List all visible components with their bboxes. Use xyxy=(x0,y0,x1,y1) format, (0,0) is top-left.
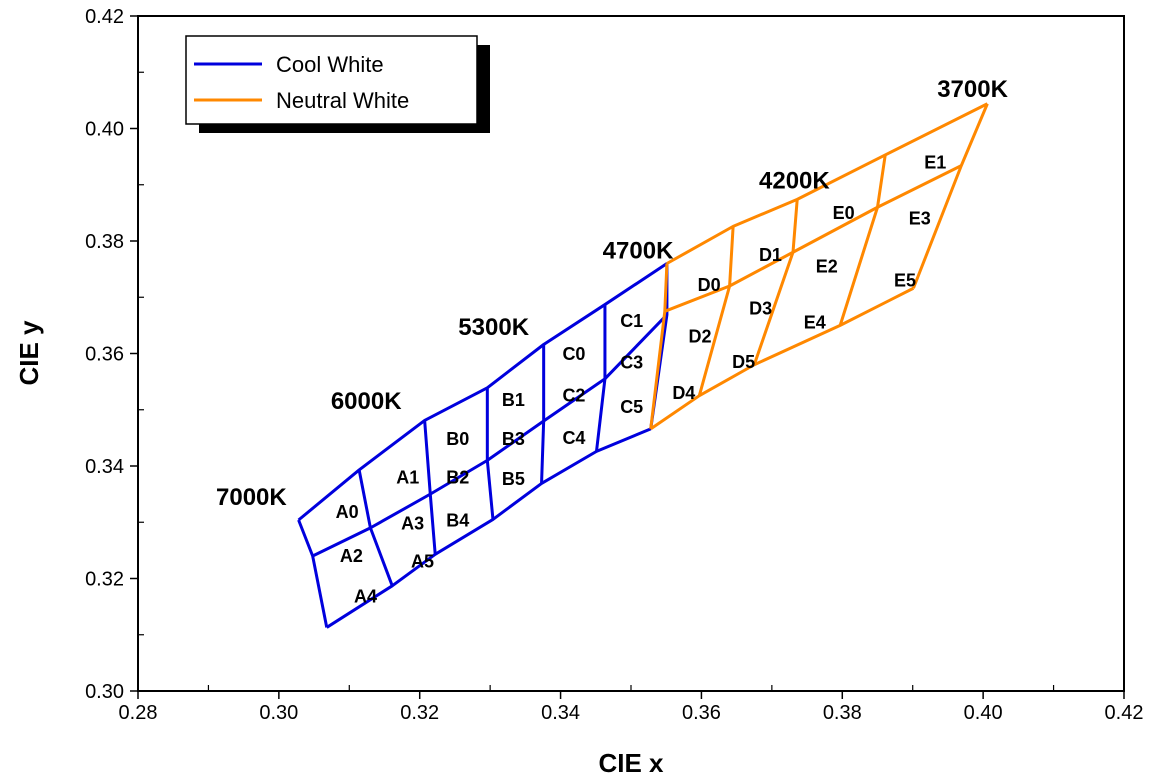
y-tick-label: 0.30 xyxy=(85,681,124,703)
bin-label-b2: B2 xyxy=(446,467,469,487)
y-tick-label: 0.32 xyxy=(85,569,124,591)
cct-label-4700k: 4700K xyxy=(603,238,674,265)
legend-label-neutral-white: Neutral White xyxy=(276,88,409,113)
bin-label-d1: D1 xyxy=(759,245,782,265)
x-tick-label: 0.34 xyxy=(541,702,580,724)
legend-box xyxy=(185,35,478,125)
x-tick-label: 0.40 xyxy=(964,702,1003,724)
y-tick-label: 0.42 xyxy=(85,6,124,28)
y-tick-label: 0.38 xyxy=(85,231,124,253)
bin-label-d2: D2 xyxy=(689,327,712,347)
cool-white-column-line xyxy=(423,420,437,555)
bin-label-e3: E3 xyxy=(909,209,931,229)
legend: Cool White Neutral White xyxy=(185,35,490,133)
bin-label-b5: B5 xyxy=(502,469,525,489)
cool-white-column-line xyxy=(485,387,495,520)
cool-white-column-line xyxy=(357,469,394,587)
neutral-white-column-line xyxy=(838,154,887,326)
bin-label-d3: D3 xyxy=(749,299,772,319)
x-tick-label: 0.28 xyxy=(119,702,158,724)
bin-label-c5: C5 xyxy=(620,397,643,417)
cct-label-7000k: 7000K xyxy=(216,484,287,511)
bin-label-b3: B3 xyxy=(502,429,525,449)
legend-label-cool-white: Cool White xyxy=(276,52,384,77)
cct-label-6000k: 6000K xyxy=(331,388,402,415)
bin-label-b1: B1 xyxy=(502,390,525,410)
bin-label-d4: D4 xyxy=(672,383,695,403)
x-axis-title: CIE x xyxy=(598,748,664,778)
bin-label-d0: D0 xyxy=(698,275,721,295)
x-tick-label: 0.32 xyxy=(400,702,439,724)
neutral-white-column-line xyxy=(912,103,989,289)
y-tick-label: 0.34 xyxy=(85,456,124,478)
y-axis-title: CIE y xyxy=(14,320,44,386)
y-tick-label: 0.36 xyxy=(85,344,124,366)
bin-label-a2: A2 xyxy=(340,546,363,566)
x-tick-label: 0.42 xyxy=(1105,702,1144,724)
bin-label-c1: C1 xyxy=(620,311,643,331)
bin-label-c4: C4 xyxy=(562,428,585,448)
bin-label-a0: A0 xyxy=(336,502,359,522)
cct-label-5300k: 5300K xyxy=(458,314,529,341)
x-tick-label: 0.38 xyxy=(823,702,862,724)
series-layer xyxy=(297,102,989,629)
bin-label-a3: A3 xyxy=(401,513,424,533)
bin-label-c3: C3 xyxy=(620,353,643,373)
neutral-white-column-line xyxy=(697,226,735,397)
axes: 0.28 0.30 0.32 0.34 0.36 0.38 0.40 0.420.300.32… xyxy=(85,6,1143,724)
bin-label-e4: E4 xyxy=(804,313,826,333)
bin-label-e2: E2 xyxy=(816,256,838,276)
neutral-white-column-line xyxy=(649,263,669,430)
cool-white-column-line xyxy=(595,304,607,452)
bin-label-c0: C0 xyxy=(562,344,585,364)
bin-label-a1: A1 xyxy=(396,467,419,487)
cool-white-column-line xyxy=(297,519,329,628)
neutral-white-column-line xyxy=(752,199,799,366)
x-tick-label: 0.30 xyxy=(259,702,298,724)
series-neutral-white xyxy=(649,102,989,431)
bin-label-b0: B0 xyxy=(446,429,469,449)
cct-label-4200k: 4200K xyxy=(759,167,830,194)
bin-label-e5: E5 xyxy=(894,270,916,290)
x-tick-label: 0.36 xyxy=(682,702,721,724)
bin-label-e0: E0 xyxy=(833,203,855,223)
bin-label-a4: A4 xyxy=(354,587,377,607)
bin-label-e1: E1 xyxy=(924,152,946,172)
bin-label-d5: D5 xyxy=(732,352,755,372)
cool-white-column-line xyxy=(540,344,546,484)
labels-layer: A0 A1 A2 A3 A4 A5 B0 B1 B2 B3 B4 B5 C0 C1 C2 C3 C4 C5 D0 D1… xyxy=(216,76,1009,606)
y-tick-label: 0.40 xyxy=(85,119,124,141)
bin-label-b4: B4 xyxy=(446,511,469,531)
neutral-white-row-bot xyxy=(649,286,915,431)
bin-label-c2: C2 xyxy=(562,386,585,406)
cct-label-3700k: 3700K xyxy=(937,76,1008,103)
bin-label-a5: A5 xyxy=(411,552,434,572)
